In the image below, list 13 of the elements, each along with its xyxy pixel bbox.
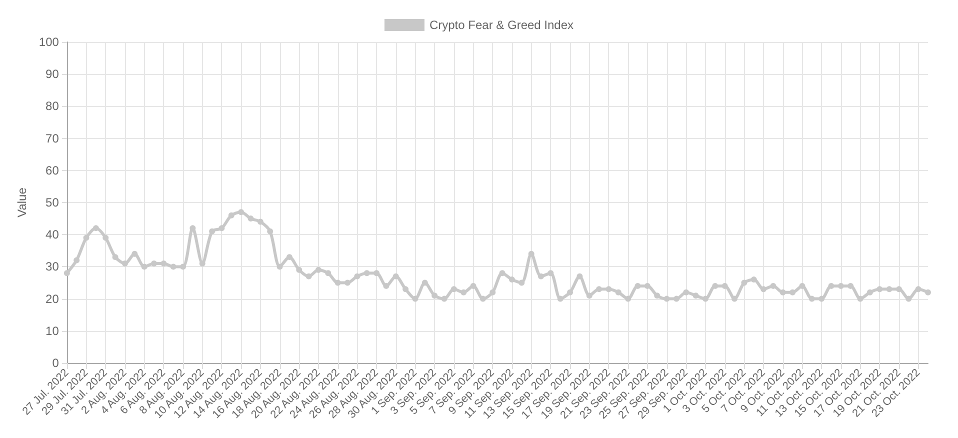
y-tick-label: 50 [46, 196, 60, 210]
legend-label: Crypto Fear & Greed Index [429, 18, 574, 32]
y-tick-label: 10 [46, 324, 60, 338]
y-tick-label: 20 [46, 292, 60, 306]
y-axis-title: Value [15, 187, 29, 218]
y-tick-label: 90 [46, 67, 60, 82]
y-tick-label: 30 [46, 260, 60, 274]
y-tick-label: 70 [46, 131, 60, 146]
y-tick-label: 80 [46, 99, 60, 114]
y-tick-label: 0 [52, 356, 60, 370]
y-tick-label: 100 [38, 35, 60, 49]
y-tick-label: 40 [46, 228, 60, 242]
y-tick-label: 60 [46, 163, 60, 178]
